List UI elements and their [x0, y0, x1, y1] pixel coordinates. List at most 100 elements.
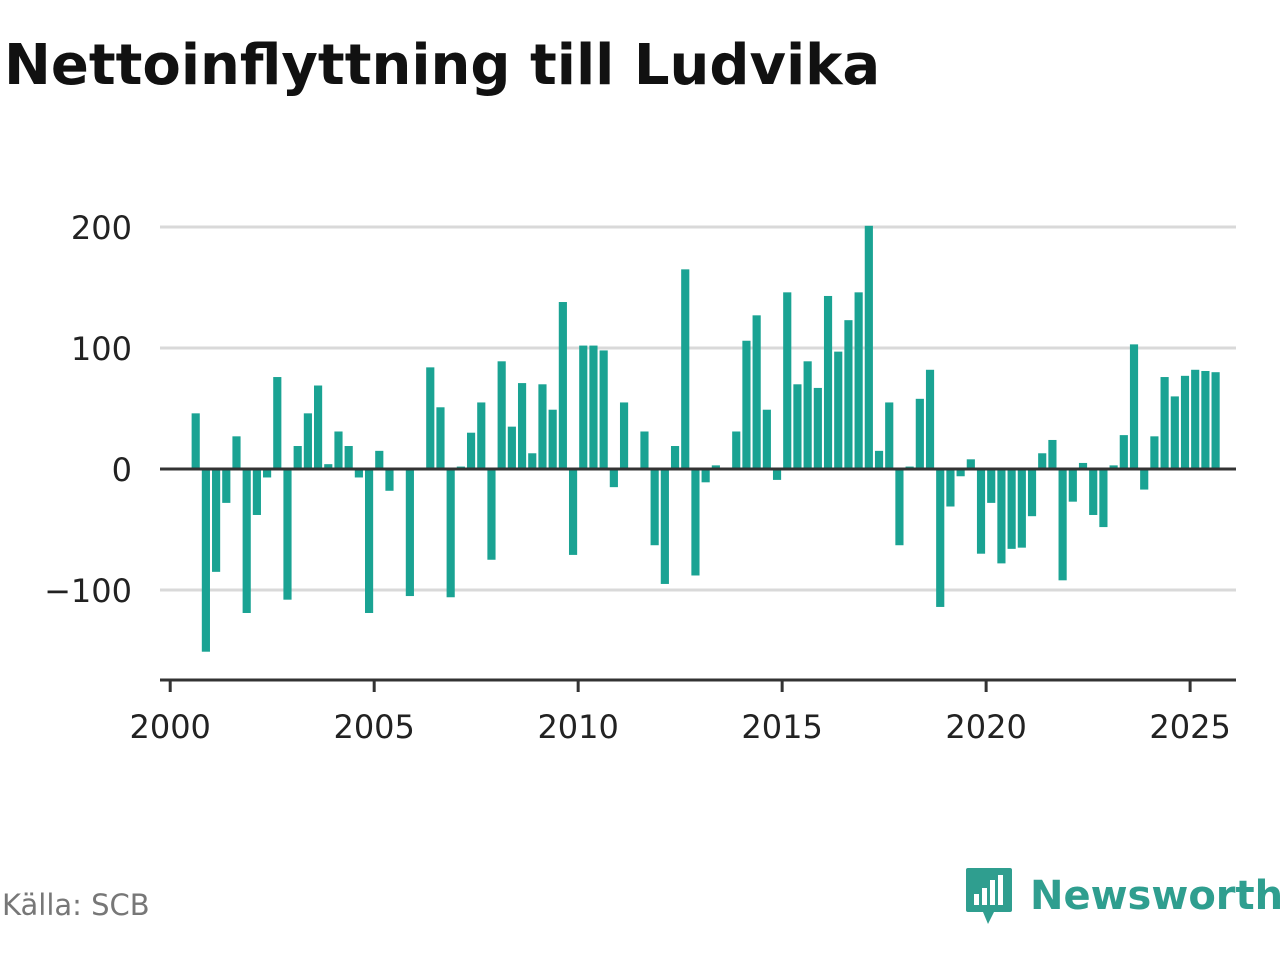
bar: [752, 315, 761, 469]
grid-lines: [160, 225, 1236, 592]
y-tick-label: 200: [71, 209, 132, 247]
bar: [446, 469, 455, 598]
bar: [772, 469, 782, 480]
bar: [1170, 396, 1179, 469]
bar: [1089, 469, 1098, 515]
bar: [936, 469, 945, 607]
bar: [1038, 453, 1047, 469]
bar: [834, 351, 843, 469]
bar: [212, 469, 221, 572]
bar: [742, 340, 751, 469]
bars: [191, 225, 1220, 652]
x-tick-label: 2010: [537, 708, 618, 746]
bar: [895, 469, 904, 546]
bar: [365, 469, 374, 613]
bar: [783, 292, 792, 469]
bar: [201, 469, 210, 652]
x-axis: 2000 2005 2010 2015 2020 2025: [129, 678, 1236, 746]
bar: [334, 431, 343, 469]
bar: [762, 409, 771, 469]
bar: [609, 469, 618, 488]
bar: [1078, 462, 1088, 469]
bar: [548, 409, 557, 469]
bar: [966, 459, 975, 469]
bar: [1191, 369, 1200, 469]
bar: [232, 436, 241, 469]
bar: [1150, 436, 1159, 469]
bar: [701, 469, 710, 483]
bar: [303, 413, 312, 469]
bar: [252, 469, 261, 515]
bar: [997, 469, 1006, 564]
bar: [517, 383, 527, 469]
bar: [1211, 372, 1220, 469]
bar: [324, 464, 333, 469]
bar: [691, 469, 700, 576]
bar: [670, 446, 680, 469]
bar: [273, 377, 282, 469]
bar: [579, 345, 588, 469]
bar: [844, 320, 853, 469]
bar: [558, 302, 567, 469]
bar: [885, 402, 894, 469]
bar: [813, 387, 822, 469]
x-tick-label: 2025: [1149, 708, 1230, 746]
bar: [477, 402, 486, 469]
bar: [354, 469, 363, 478]
bar: [732, 431, 741, 469]
bar: [976, 469, 986, 554]
x-tick-label: 2005: [333, 708, 414, 746]
bar: [1201, 370, 1210, 469]
bar: [191, 413, 200, 469]
bar: [864, 225, 873, 469]
bar: [466, 432, 476, 469]
bar: [1140, 469, 1149, 490]
bar: [1048, 439, 1057, 469]
bar: [507, 426, 516, 469]
bar: [1180, 375, 1190, 469]
bar: [497, 361, 506, 469]
bar: [436, 407, 445, 469]
x-tick-label: 2015: [741, 708, 822, 746]
bar: [385, 469, 394, 491]
bar: [915, 398, 924, 469]
bar: [854, 292, 863, 469]
bar: [405, 469, 414, 597]
bar: [538, 384, 547, 469]
bar: [823, 295, 833, 469]
brand-name: Newsworthy: [1030, 873, 1280, 919]
bar: [793, 384, 802, 469]
bar: [925, 369, 935, 469]
bar: [1129, 344, 1139, 469]
bar: [619, 402, 629, 469]
bar: [599, 350, 608, 469]
source-label: Källa: SCB: [2, 888, 150, 922]
y-axis-labels: −100 0 100 200: [44, 209, 132, 610]
bar: [283, 469, 292, 600]
bar: [874, 450, 884, 469]
bar: [681, 269, 690, 469]
bar: [660, 469, 669, 584]
bar: [344, 446, 353, 469]
bar: [987, 469, 996, 503]
bar: [1017, 469, 1026, 548]
bar: [1007, 469, 1016, 549]
x-tick-label: 2000: [129, 708, 210, 746]
brand-logo: Newsworthy: [964, 866, 1280, 926]
bar: [650, 469, 659, 546]
bar: [711, 465, 720, 469]
chart-title: Nettoinflyttning till Ludvika: [4, 33, 881, 98]
bar: [487, 469, 496, 560]
bar: [956, 469, 965, 477]
bar: [426, 367, 435, 469]
bar: [242, 469, 251, 613]
y-tick-label: −100: [44, 572, 132, 610]
bar: [946, 469, 955, 507]
bar: [293, 446, 302, 469]
bar: [589, 345, 598, 469]
y-tick-label: 0: [112, 451, 132, 489]
newsworthy-logo-icon: [966, 868, 1012, 924]
bar: [1099, 469, 1108, 528]
bar: [1119, 435, 1128, 469]
